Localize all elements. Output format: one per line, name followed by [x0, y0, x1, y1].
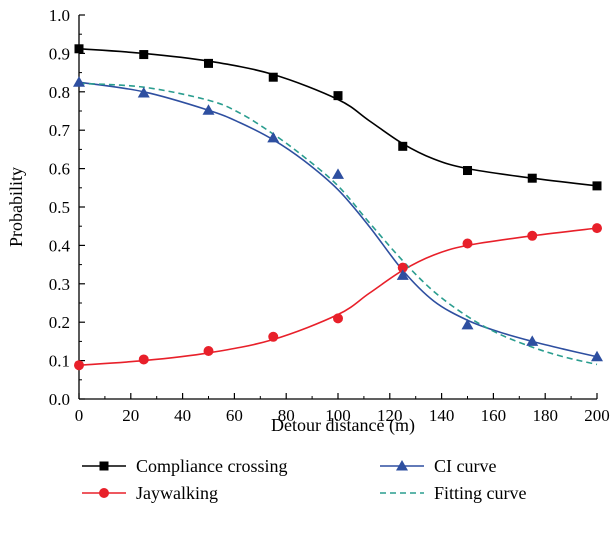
- compliance-crossing-point: [269, 73, 278, 82]
- legend-item-jaywalking: Jaywalking: [82, 483, 218, 503]
- legend-item-compliance-crossing: Compliance crossing: [82, 456, 287, 476]
- jaywalking-point: [463, 238, 473, 248]
- jaywalking-point: [139, 354, 149, 364]
- jaywalking-point: [527, 231, 537, 241]
- compliance-crossing-point: [334, 91, 343, 100]
- legend-label: Compliance crossing: [136, 456, 287, 476]
- x-tick-label: 140: [429, 406, 455, 425]
- ci-curve-point: [73, 76, 85, 87]
- y-tick-label: 0.3: [49, 275, 70, 294]
- compliance-crossing-point: [398, 142, 407, 151]
- ci-curve-point: [462, 319, 474, 330]
- series-layer: [73, 44, 603, 370]
- compliance-crossing-point: [139, 50, 148, 59]
- jaywalking-point: [268, 332, 278, 342]
- y-tick-label: 0.8: [49, 83, 70, 102]
- y-tick-label: 0.4: [49, 236, 71, 255]
- legend-label: Jaywalking: [136, 483, 218, 503]
- x-tick-label: 160: [481, 406, 507, 425]
- legend-label: Fitting curve: [434, 483, 527, 503]
- compliance-crossing-point: [528, 174, 537, 183]
- y-tick-label: 0.6: [49, 160, 70, 179]
- jaywalking-point: [333, 313, 343, 323]
- x-axis-title: Detour distance (m): [271, 415, 415, 436]
- x-tick-label: 0: [75, 406, 84, 425]
- compliance-crossing-line: [79, 49, 597, 186]
- legend-marker: [100, 462, 109, 471]
- compliance-crossing-point: [463, 166, 472, 175]
- y-tick-label: 1.0: [49, 6, 70, 25]
- jaywalking-point: [592, 223, 602, 233]
- compliance-crossing-point: [593, 181, 602, 190]
- y-axis-title: Probability: [6, 167, 26, 247]
- x-tick-label: 180: [532, 406, 558, 425]
- y-tick-label: 0.0: [49, 390, 70, 409]
- y-tick-label: 0.7: [49, 121, 71, 140]
- compliance-crossing-point: [75, 44, 84, 53]
- y-tick-label: 0.2: [49, 313, 70, 332]
- x-tick-label: 20: [122, 406, 139, 425]
- legend-item-ci-curve: CI curve: [380, 456, 496, 476]
- y-tick-label: 0.1: [49, 352, 70, 371]
- ci-curve-point: [332, 168, 344, 179]
- x-tick-label: 60: [226, 406, 243, 425]
- legend: Compliance crossing Jaywalking CI curve Fit…: [82, 456, 527, 503]
- legend-item-fitting-curve: Fitting curve: [380, 483, 527, 503]
- jaywalking-point: [74, 360, 84, 370]
- jaywalking-line: [79, 228, 597, 365]
- x-tick-label: 40: [174, 406, 191, 425]
- legend-label: CI curve: [434, 456, 496, 476]
- compliance-crossing-point: [204, 59, 213, 68]
- jaywalking-point: [204, 346, 214, 356]
- y-tick-label: 0.5: [49, 198, 70, 217]
- legend-marker: [99, 488, 109, 498]
- x-tick-label: 200: [584, 406, 610, 425]
- y-tick-label: 0.9: [49, 44, 70, 63]
